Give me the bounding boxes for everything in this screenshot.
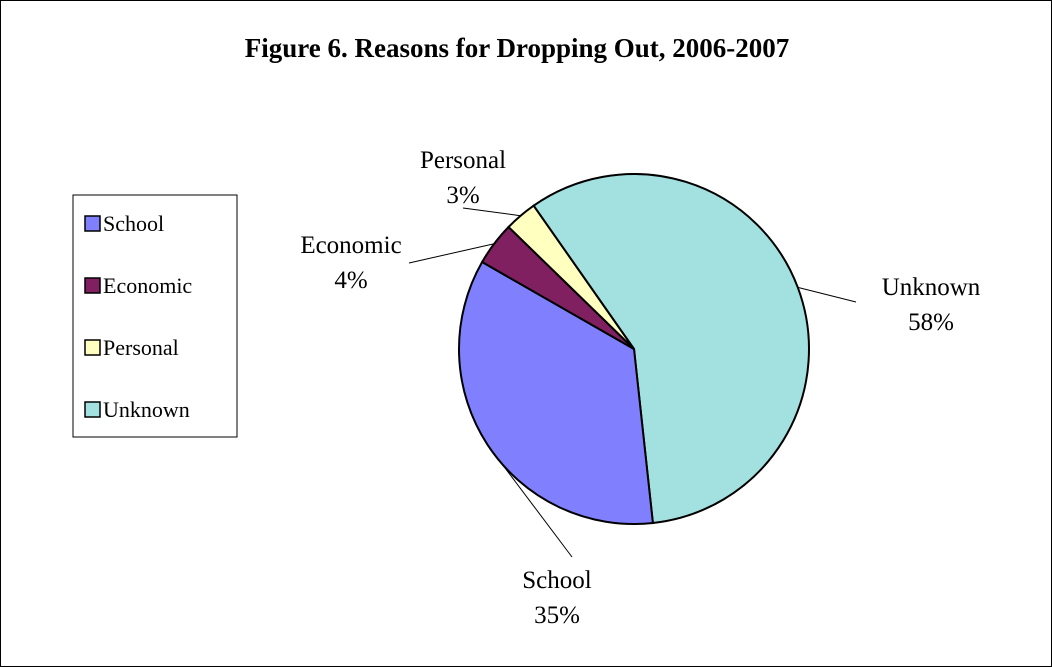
legend-swatch-economic xyxy=(84,277,101,294)
leader-line-unknown xyxy=(797,286,857,303)
legend-label-personal: Personal xyxy=(103,335,179,360)
legend-label-economic: Economic xyxy=(103,273,192,298)
legend-box xyxy=(72,194,238,438)
legend-swatch-personal xyxy=(84,339,101,356)
legend: School Economic Personal Unknown xyxy=(72,194,238,438)
legend-swatch-school xyxy=(84,215,101,232)
slice-value-unknown: 58% xyxy=(908,309,954,336)
pie-leader-lines xyxy=(408,207,857,558)
legend-label-unknown: Unknown xyxy=(103,397,190,422)
slice-label-personal: Personal xyxy=(420,147,506,174)
chart-title: Figure 6. Reasons for Dropping Out, 2006… xyxy=(245,33,790,63)
slice-value-school: 35% xyxy=(534,602,580,629)
leader-line-economic xyxy=(408,243,495,264)
pie-labels: Unknown 58% School 35% Economic 4% Personal 3% xyxy=(300,147,980,629)
slice-value-personal: 3% xyxy=(446,182,479,209)
legend-swatch-unknown xyxy=(84,401,101,418)
slice-label-school: School xyxy=(522,567,592,594)
legend-label-school: School xyxy=(103,211,164,236)
pie-slices xyxy=(458,173,810,525)
leader-line-school xyxy=(487,444,573,558)
slice-value-economic: 4% xyxy=(334,267,367,294)
leader-line-personal xyxy=(462,207,521,217)
slice-label-economic: Economic xyxy=(300,232,401,259)
slice-label-unknown: Unknown xyxy=(882,274,981,301)
